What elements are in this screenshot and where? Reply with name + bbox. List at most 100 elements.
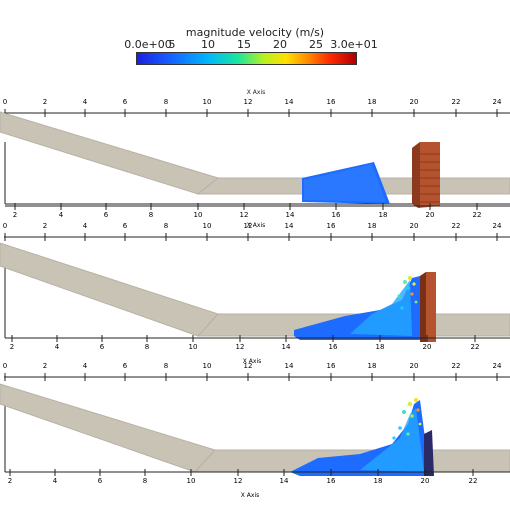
tick-label: 20 [421, 477, 430, 485]
tick-label: 18 [376, 343, 385, 351]
tick-label: 0 [3, 222, 7, 230]
tick-label: 14 [280, 477, 289, 485]
tick-label: 16 [327, 477, 336, 485]
channel-slope [0, 242, 219, 337]
water-turbulence [360, 408, 424, 472]
tick-label: 2 [43, 98, 47, 106]
tick-label: 10 [203, 98, 212, 106]
colorbar-tick-label: 3.0e+01 [330, 38, 378, 51]
tick-label: 16 [329, 343, 338, 351]
top-axis-ticks [4, 233, 498, 241]
tick-label: 22 [452, 362, 461, 370]
tick-label: 20 [410, 362, 419, 370]
tick-label: 22 [452, 222, 461, 230]
bottom-axis-ticks [14, 203, 478, 210]
channel-slope [0, 383, 216, 473]
tick-label: 20 [426, 211, 435, 219]
tick-label: 24 [493, 98, 502, 106]
colorbar-tick-label: 25 [309, 38, 323, 51]
tick-label: 22 [473, 211, 482, 219]
tick-label: 4 [83, 98, 88, 106]
tick-label: 6 [123, 362, 128, 370]
tick-label: 2 [43, 222, 47, 230]
bottom-axis-label: X Axis [241, 492, 259, 499]
tick-label: 18 [368, 362, 377, 370]
tick-label: 6 [98, 477, 103, 485]
colorbar-tick-label: 10 [201, 38, 215, 51]
tick-label: 16 [327, 222, 336, 230]
tick-label: 10 [189, 343, 198, 351]
water-highlight [304, 164, 386, 202]
bottom-axis-label: X Axis [247, 222, 265, 229]
tick-label: 4 [83, 362, 88, 370]
tick-label: 12 [234, 477, 243, 485]
tick-label: 24 [493, 362, 502, 370]
colorbar-tick-label: 5 [168, 38, 176, 51]
tick-label: 12 [240, 211, 249, 219]
tick-label: 16 [332, 211, 341, 219]
panel-2: 0 2 4 6 8 10 12 14 16 18 20 22 24 [0, 218, 510, 368]
brick-wall-side [420, 272, 426, 342]
tick-label: 4 [59, 211, 64, 219]
tick-label: 12 [236, 343, 245, 351]
tick-label: 22 [471, 343, 480, 351]
bottom-axis-ticks [11, 335, 476, 342]
top-axis-ticks [4, 109, 498, 117]
colorbar-tick-label: 15 [237, 38, 251, 51]
top-axis-label: X Axis [247, 89, 265, 96]
tick-label: 6 [123, 222, 128, 230]
bottom-axis-ticks [9, 469, 474, 476]
tick-label: 4 [55, 343, 60, 351]
tick-label: 20 [410, 98, 419, 106]
tick-label: 2 [10, 343, 14, 351]
tick-label: 8 [143, 477, 147, 485]
tick-label: 18 [379, 211, 388, 219]
tick-label: 0 [3, 362, 7, 370]
colorbar-tick-label: 20 [273, 38, 287, 51]
tick-label: 2 [43, 362, 47, 370]
tick-label: 14 [285, 98, 294, 106]
tick-label: 2 [8, 477, 12, 485]
tick-label: 2 [13, 211, 17, 219]
tick-label: 14 [285, 222, 294, 230]
colorbar-title: magnitude velocity (m/s) [185, 26, 325, 39]
tick-label: 12 [244, 98, 253, 106]
tick-label: 20 [410, 222, 419, 230]
tick-label: 10 [187, 477, 196, 485]
tick-label: 16 [327, 362, 336, 370]
tick-label: 22 [452, 98, 461, 106]
tick-label: 18 [374, 477, 383, 485]
bottom-axis-label: X Axis [243, 358, 261, 365]
brick-wall-side [412, 142, 420, 208]
panel-1: X Axis 0 2 4 6 8 10 12 14 16 18 20 22 24 [0, 82, 510, 232]
tick-label: 4 [53, 477, 58, 485]
tick-label: 14 [285, 362, 294, 370]
colorbar: magnitude velocity (m/s) 0.0e+00 5 10 15… [0, 0, 510, 70]
water-turbulence [350, 280, 412, 336]
tick-label: 14 [282, 343, 291, 351]
tick-label: 8 [164, 98, 168, 106]
tick-label: 18 [368, 98, 377, 106]
tick-label: 6 [123, 98, 128, 106]
panel-3: 0 2 4 6 8 10 12 14 16 18 20 22 24 [0, 354, 510, 510]
colorbar-gradient [136, 52, 357, 65]
tick-label: 10 [194, 211, 203, 219]
tick-label: 10 [203, 362, 212, 370]
tick-label: 20 [423, 343, 432, 351]
tick-label: 16 [327, 98, 336, 106]
tick-label: 4 [83, 222, 88, 230]
tick-label: 18 [368, 222, 377, 230]
tick-label: 6 [100, 343, 105, 351]
tick-label: 12 [244, 222, 253, 230]
tick-label: 0 [3, 98, 7, 106]
tick-label: 14 [286, 211, 295, 219]
wall-remnant [424, 430, 434, 476]
tick-label: 22 [469, 477, 478, 485]
tick-label: 12 [244, 362, 253, 370]
colorbar-tick-label: 0.0e+00 [124, 38, 172, 51]
top-axis-ticks [4, 373, 498, 381]
tick-label: 8 [145, 343, 149, 351]
tick-label: 24 [493, 222, 502, 230]
water-spray [392, 398, 422, 440]
